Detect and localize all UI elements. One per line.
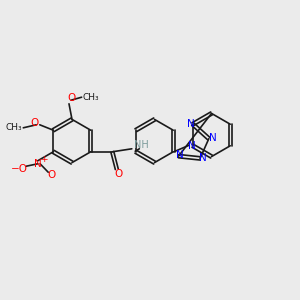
Text: N: N	[208, 133, 216, 143]
Text: CH₃: CH₃	[5, 123, 22, 132]
Text: N: N	[188, 118, 195, 129]
Text: O: O	[114, 169, 122, 179]
Text: −O: −O	[11, 164, 28, 174]
Text: O: O	[48, 170, 56, 180]
Text: N: N	[199, 153, 207, 164]
Text: N: N	[176, 150, 184, 160]
Text: +: +	[40, 155, 48, 164]
Text: N: N	[188, 141, 196, 152]
Text: N: N	[34, 159, 42, 169]
Text: NH: NH	[134, 140, 149, 150]
Text: O: O	[30, 118, 38, 128]
Text: CH₃: CH₃	[82, 93, 99, 102]
Text: O: O	[68, 93, 76, 103]
